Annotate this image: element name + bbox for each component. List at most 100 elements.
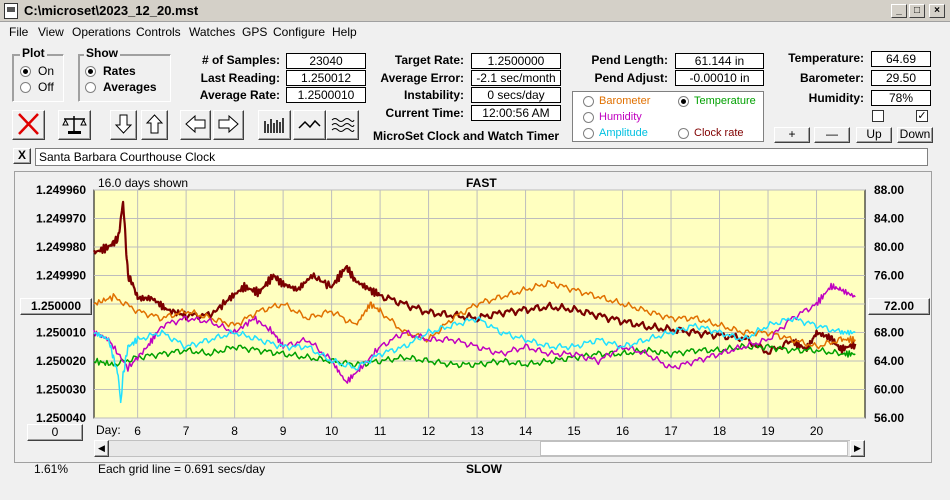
right-center-button[interactable]: 72.00	[868, 298, 930, 315]
plot-group-title: Plot	[20, 46, 47, 60]
y-right-tick: 60.00	[874, 383, 904, 397]
x-tick: 7	[183, 424, 190, 438]
x-tick: 8	[231, 424, 238, 438]
show-averages-radio[interactable]	[85, 82, 96, 93]
target-rate-label: Target Rate:	[394, 53, 464, 67]
humidity-field: 78%	[871, 90, 931, 106]
last-reading-label: Last Reading:	[200, 71, 280, 85]
scale-up-button[interactable]: Up	[856, 127, 892, 143]
x-tick: 12	[422, 424, 436, 438]
series-line	[93, 280, 856, 350]
title-bar: C:\microset\2023_12_20.mst _ □ ×	[0, 0, 950, 22]
clock-name-input[interactable]: Santa Barbara Courthouse Clock	[35, 148, 928, 166]
x-tick: 19	[761, 424, 775, 438]
humidity-radio[interactable]	[583, 112, 594, 123]
show-rates-label: Rates	[103, 64, 136, 78]
plot-on-radio[interactable]	[20, 66, 31, 77]
maximize-icon[interactable]: □	[909, 4, 925, 18]
x-tick: 9	[280, 424, 287, 438]
x-tick: 6	[134, 424, 141, 438]
y-left-tick: 1.249970	[36, 212, 86, 226]
y-left-tick: 1.249980	[36, 240, 86, 254]
menu-view[interactable]: View	[38, 25, 64, 39]
x-tick: 10	[325, 424, 339, 438]
y-right-tick: 64.00	[874, 354, 904, 368]
pend-adjust-field[interactable]: -0.00010 in	[675, 70, 764, 86]
fast-label: FAST	[466, 176, 497, 190]
scale-minus-button[interactable]: —	[814, 127, 850, 143]
arrow-left-icon[interactable]	[180, 110, 211, 140]
close-icon[interactable]: ×	[929, 4, 945, 18]
clock-rate-radio[interactable]	[678, 128, 689, 139]
current-time-field: 12:00:56 AM	[471, 105, 561, 121]
x-tick: 15	[567, 424, 581, 438]
menu-bar: File View Operations Controls Watches GP…	[0, 23, 950, 42]
series-select-box	[572, 91, 764, 142]
x-tick: 17	[664, 424, 678, 438]
stop-icon[interactable]	[12, 110, 45, 140]
scroll-right-icon[interactable]: ▶	[850, 440, 865, 457]
menu-help[interactable]: Help	[332, 25, 357, 39]
chart-frame	[14, 171, 932, 463]
humidity-label: Humidity:	[808, 91, 864, 105]
target-rate-field[interactable]: 1.2500000	[471, 53, 561, 69]
balance-scale-icon[interactable]	[58, 110, 91, 140]
minimize-icon[interactable]: _	[891, 4, 907, 18]
y-right-tick: 68.00	[874, 326, 904, 340]
app-icon[interactable]	[4, 3, 18, 19]
pend-length-label: Pend Length:	[591, 53, 668, 67]
pend-adjust-label: Pend Adjust:	[594, 71, 668, 85]
wave-view-icon[interactable]	[326, 110, 359, 140]
y-right-tick: 84.00	[874, 212, 904, 226]
average-error-label: Average Error:	[380, 71, 464, 85]
menu-watches[interactable]: Watches	[189, 25, 236, 39]
average-error-field: -2.1 sec/month	[471, 70, 561, 86]
zero-button[interactable]: 0	[27, 424, 83, 441]
y-left-tick: 1.249990	[36, 269, 86, 283]
left-center-button[interactable]: 1.250000	[20, 298, 92, 315]
x-tick: 20	[810, 424, 824, 438]
show-rates-radio[interactable]	[85, 66, 96, 77]
amplitude-radio-label: Amplitude	[599, 127, 648, 139]
days-shown-label: 16.0 days shown	[98, 176, 189, 190]
plot-off-label: Off	[38, 80, 54, 94]
checkbox-1[interactable]	[872, 110, 884, 122]
menu-controls[interactable]: Controls	[136, 25, 181, 39]
window-title: C:\microset\2023_12_20.mst	[24, 3, 199, 18]
y-left-tick: 1.250030	[36, 383, 86, 397]
amplitude-radio[interactable]	[583, 128, 594, 139]
y-right-tick: 88.00	[874, 183, 904, 197]
bar-view-icon[interactable]	[258, 110, 291, 140]
series-line	[92, 200, 857, 355]
barometer-radio[interactable]	[583, 96, 594, 107]
arrow-down-icon[interactable]	[110, 110, 137, 140]
plot-off-radio[interactable]	[20, 82, 31, 93]
menu-operations[interactable]: Operations	[72, 25, 131, 39]
menu-gps[interactable]: GPS	[242, 25, 268, 39]
y-left-tick: 1.250010	[36, 326, 86, 340]
instability-field: 0 secs/day	[471, 87, 561, 103]
checkbox-2[interactable]: ✓	[916, 110, 928, 122]
menu-file[interactable]: File	[9, 25, 29, 39]
scale-plus-button[interactable]: +	[774, 127, 810, 143]
y-right-tick: 80.00	[874, 240, 904, 254]
series-line	[93, 282, 856, 384]
y-right-tick: 56.00	[874, 411, 904, 425]
y-left-tick: 1.249960	[36, 183, 86, 197]
scroll-left-icon[interactable]: ◀	[94, 440, 109, 457]
scale-down-button[interactable]: Down	[897, 127, 933, 143]
pend-length-field[interactable]: 61.144 in	[675, 53, 764, 69]
current-time-label: Current Time:	[385, 106, 464, 120]
arrow-right-icon[interactable]	[213, 110, 244, 140]
scroll-thumb[interactable]	[540, 441, 848, 456]
menu-configure[interactable]: Configure	[273, 25, 326, 39]
x-tick: 11	[374, 424, 387, 438]
temperature-radio[interactable]	[678, 96, 689, 107]
x-tick: 16	[616, 424, 630, 438]
line-view-icon[interactable]	[293, 110, 326, 140]
y-left-tick: 1.250020	[36, 354, 86, 368]
slow-label: SLOW	[466, 462, 502, 476]
arrow-up-icon[interactable]	[141, 110, 168, 140]
clear-name-button[interactable]: X	[13, 148, 31, 164]
